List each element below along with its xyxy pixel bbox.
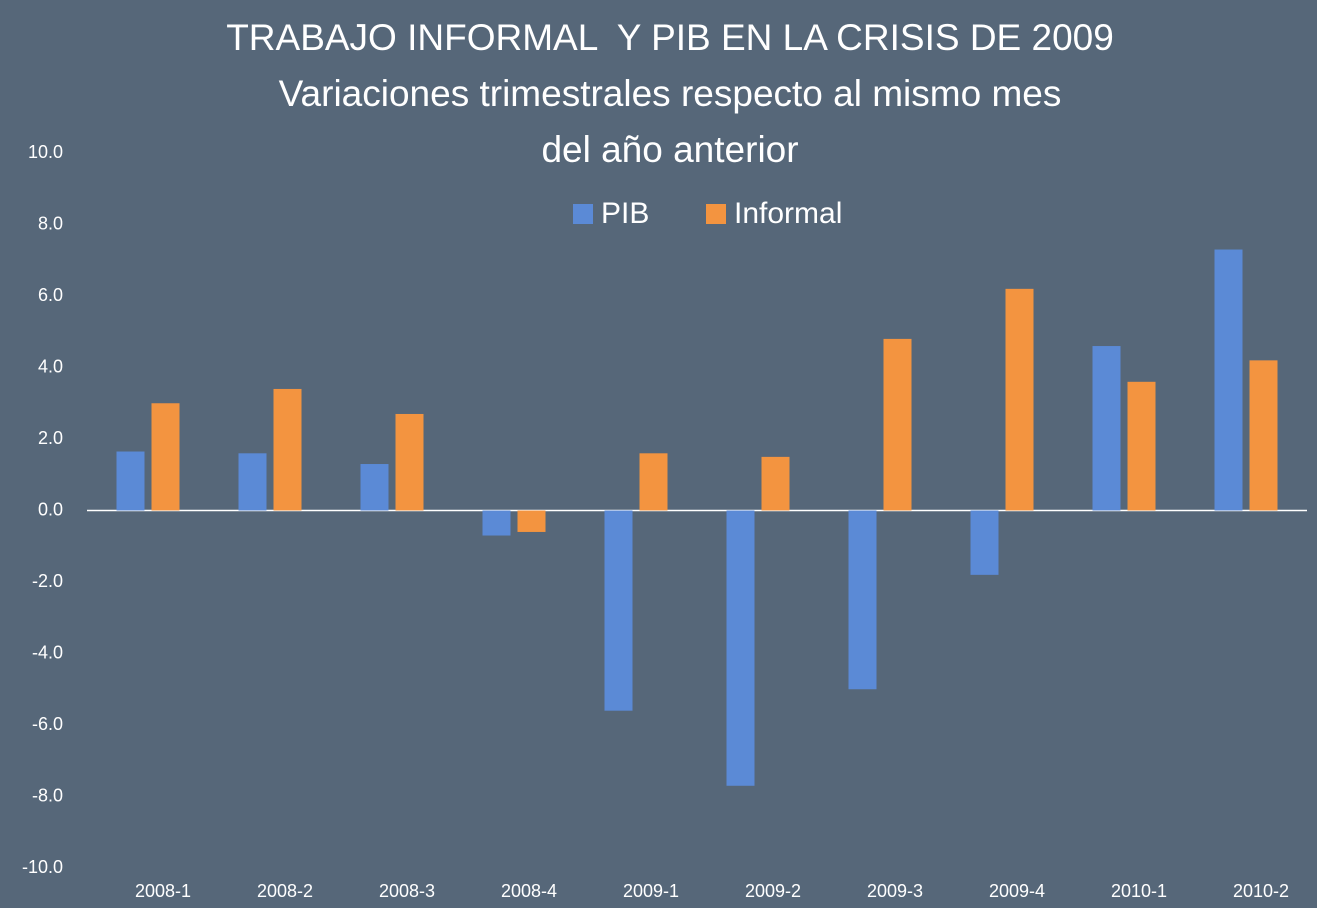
bar [1249, 360, 1278, 511]
y-tick-label: -10.0 [22, 857, 63, 877]
bar [151, 403, 180, 511]
x-tick-label: 2009-2 [745, 881, 801, 901]
x-tick-label: 2009-4 [989, 881, 1045, 901]
y-tick-label: -8.0 [32, 785, 63, 805]
y-tick-label: -6.0 [32, 714, 63, 734]
bar [1127, 381, 1156, 511]
bar [273, 388, 302, 511]
bar [726, 510, 755, 786]
bar [1005, 288, 1034, 511]
bar [395, 413, 424, 511]
bar [883, 338, 912, 511]
bar [604, 510, 633, 711]
x-tick-label: 2009-3 [867, 881, 923, 901]
y-tick-label: 8.0 [38, 213, 63, 233]
y-tick-label: 4.0 [38, 356, 63, 376]
legend-label: PIB [601, 197, 649, 230]
bar [360, 464, 389, 511]
bar [517, 510, 546, 532]
bar [848, 510, 877, 690]
bar [116, 451, 145, 511]
x-tick-label: 2008-3 [379, 881, 435, 901]
bar [1092, 346, 1121, 511]
x-tick-label: 2008-2 [257, 881, 313, 901]
y-tick-label: 6.0 [38, 285, 63, 305]
legend-label: Informal [734, 197, 842, 230]
bar [482, 510, 511, 536]
chart-subtitle: Variaciones trimestrales respecto al mis… [278, 73, 1062, 170]
bar [1214, 249, 1243, 511]
y-tick-label: -2.0 [32, 571, 63, 591]
x-tick-label: 2009-1 [623, 881, 679, 901]
bar [639, 453, 668, 511]
x-tick-label: 2008-4 [501, 881, 557, 901]
chart-heading: TRABAJO INFORMAL Y PIB EN LA CRISIS DE 2… [220, 10, 1120, 178]
bar [761, 456, 790, 511]
x-tick-label: 2008-1 [135, 881, 191, 901]
y-tick-label: 2.0 [38, 428, 63, 448]
y-tick-label: 10.0 [28, 142, 63, 162]
y-tick-label: 0.0 [38, 499, 63, 519]
x-tick-label: 2010-1 [1111, 881, 1167, 901]
legend-swatch [706, 204, 726, 224]
y-tick-label: -4.0 [32, 642, 63, 662]
x-tick-label: 2010-2 [1233, 881, 1289, 901]
chart-title: TRABAJO INFORMAL Y PIB EN LA CRISIS DE 2… [226, 17, 1114, 58]
bar [238, 453, 267, 511]
bar [970, 510, 999, 575]
legend-swatch [573, 204, 593, 224]
